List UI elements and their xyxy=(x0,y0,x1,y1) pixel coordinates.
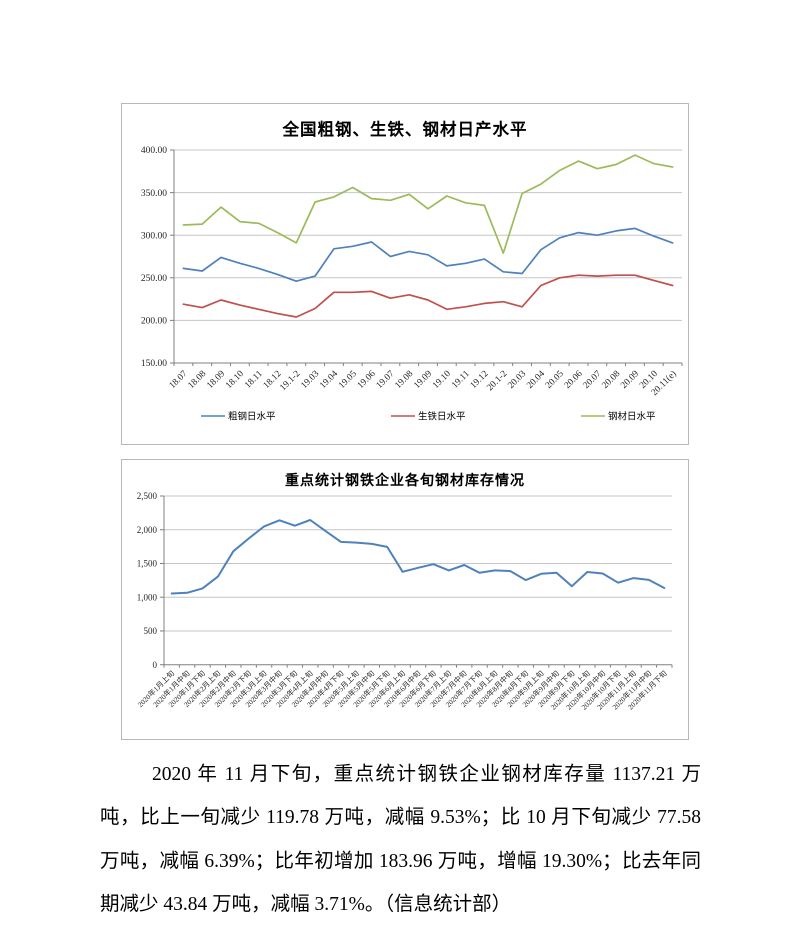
y-tick-label: 2,000 xyxy=(137,525,158,535)
daily-output-chart-title: 全国粗钢、生铁、钢材日产水平 xyxy=(282,120,528,139)
daily-output-chart-box: 全国粗钢、生铁、钢材日产水平 150.00 200.00 250.00 300.00 3… xyxy=(121,103,689,445)
x-tick-label: 20.04 xyxy=(525,369,547,391)
x-tick-label: 19.09 xyxy=(412,369,434,391)
x-tick-label: 19.11 xyxy=(450,369,472,391)
legend-label: 生铁日水平 xyxy=(418,411,466,423)
legend-label: 粗钢日水平 xyxy=(228,411,276,423)
x-tick-label: 19.04 xyxy=(318,369,340,391)
x-tick-label: 20.07 xyxy=(582,369,604,391)
y-tick-label: 250.00 xyxy=(141,274,167,284)
y-tick-label: 2,500 xyxy=(137,491,158,501)
y-tick-label: 300.00 xyxy=(141,231,167,241)
x-tick-label: 20.09 xyxy=(619,369,641,391)
y-tick-label: 200.00 xyxy=(141,317,167,327)
series-line-钢材库存 xyxy=(170,519,666,595)
x-tick-label: 18.07 xyxy=(168,369,190,391)
x-tick-label: 19.06 xyxy=(356,369,378,391)
series-line-生铁日水平 xyxy=(182,274,674,318)
inventory-line-chart: 05001,0001,5002,0002,5002020年1月上旬2020年1月… xyxy=(136,491,673,712)
y-tick-label: 350.00 xyxy=(141,189,167,199)
daily-output-line-chart: 150.00 200.00 250.00 300.00 350.00 400.00 18.0… xyxy=(141,146,683,423)
x-tick-label: 20.03 xyxy=(506,369,528,391)
series-line-粗钢日水平 xyxy=(182,227,674,283)
x-tick-label: 19.07 xyxy=(375,369,397,391)
x-tick-label: 18.08 xyxy=(186,369,208,391)
x-tick-label: 20.1-2 xyxy=(485,369,509,393)
x-tick-label: 19.10 xyxy=(431,369,453,391)
series-line-钢材日水平 xyxy=(182,154,674,254)
x-tick-label: 20.05 xyxy=(544,369,566,391)
x-tick-label: 18.09 xyxy=(205,369,227,391)
x-tick-label: 19.03 xyxy=(299,369,321,391)
y-tick-label: 500 xyxy=(144,626,158,636)
x-tick-label: 18.11 xyxy=(243,369,265,391)
x-tick-label: 19.05 xyxy=(337,369,359,391)
x-tick-label: 19.1-2 xyxy=(278,369,302,393)
x-tick-label: 18.10 xyxy=(224,369,246,391)
report-paragraph: 2020 年 11 月下旬，重点统计钢铁企业钢材库存量 1137.21 万吨，比… xyxy=(100,764,701,916)
inventory-chart-box: 重点统计钢铁企业各旬钢材库存情况 0 500 1,000 1,500 2,000 2,50… xyxy=(121,459,689,740)
x-tick-label: 19.08 xyxy=(393,369,415,391)
legend-label: 钢材日水平 xyxy=(608,411,656,423)
y-tick-label: 1,000 xyxy=(137,592,158,602)
y-tick-label: 1,500 xyxy=(137,559,158,569)
x-tick-label: 20.08 xyxy=(600,369,622,391)
y-tick-label: 0 xyxy=(153,660,158,670)
x-tick-label: 20.06 xyxy=(563,369,585,391)
y-tick-label: 150.00 xyxy=(141,359,167,369)
y-tick-label: 400.00 xyxy=(141,146,167,156)
inventory-chart-title: 重点统计钢铁企业各旬钢材库存情况 xyxy=(285,474,525,489)
